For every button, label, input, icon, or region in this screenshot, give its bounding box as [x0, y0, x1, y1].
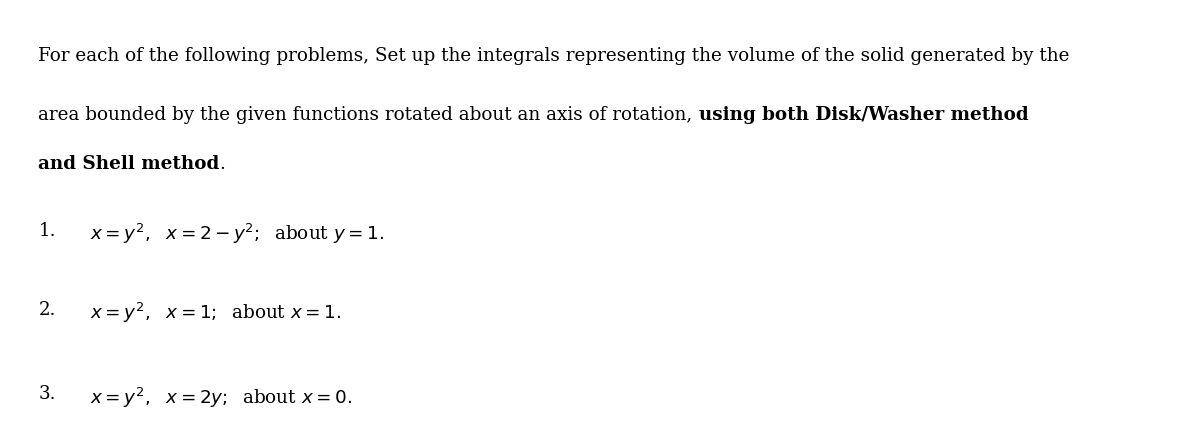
Text: and Shell method: and Shell method [38, 155, 220, 173]
Text: 3.: 3. [38, 385, 56, 404]
Text: area bounded by the given functions rotated about an axis of rotation,: area bounded by the given functions rota… [38, 106, 698, 124]
Text: 2.: 2. [38, 301, 55, 319]
Text: 1.: 1. [38, 222, 56, 240]
Text: $x = y^2,\ \ x = 2-y^2;\;$ about $y=1.$: $x = y^2,\ \ x = 2-y^2;\;$ about $y=1.$ [90, 222, 384, 245]
Text: $x = y^2,\ \ x = 2y;\;$ about $x=0.$: $x = y^2,\ \ x = 2y;\;$ about $x=0.$ [90, 385, 352, 409]
Text: For each of the following problems, Set up the integrals representing the volume: For each of the following problems, Set … [38, 47, 1070, 65]
Text: .: . [220, 155, 226, 173]
Text: $x = y^2,\ \ x = 1;\;$ about $x=1.$: $x = y^2,\ \ x = 1;\;$ about $x=1.$ [90, 301, 341, 325]
Text: using both Disk/Washer method: using both Disk/Washer method [698, 106, 1028, 124]
